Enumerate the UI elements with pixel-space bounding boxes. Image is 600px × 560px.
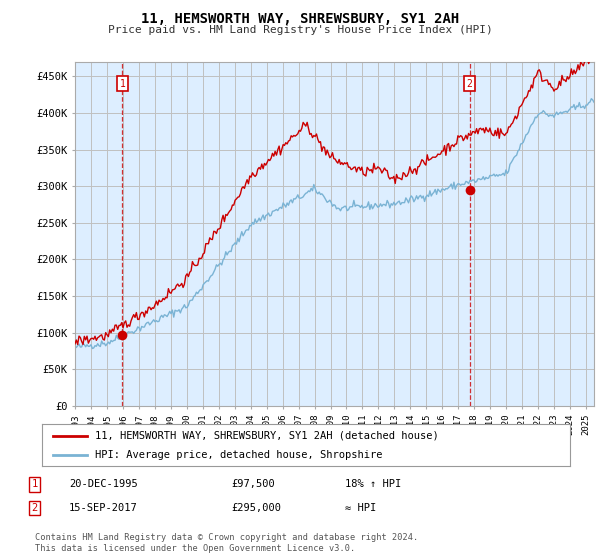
Text: 1: 1 [119,78,125,88]
Text: 2: 2 [467,78,473,88]
Text: £97,500: £97,500 [231,479,275,489]
Text: 1: 1 [32,479,38,489]
Text: 11, HEMSWORTH WAY, SHREWSBURY, SY1 2AH: 11, HEMSWORTH WAY, SHREWSBURY, SY1 2AH [141,12,459,26]
Text: 15-SEP-2017: 15-SEP-2017 [69,503,138,513]
Text: 11, HEMSWORTH WAY, SHREWSBURY, SY1 2AH (detached house): 11, HEMSWORTH WAY, SHREWSBURY, SY1 2AH (… [95,431,439,441]
Text: 2: 2 [32,503,38,513]
Text: 18% ↑ HPI: 18% ↑ HPI [345,479,401,489]
Text: 20-DEC-1995: 20-DEC-1995 [69,479,138,489]
Text: £295,000: £295,000 [231,503,281,513]
Text: Contains HM Land Registry data © Crown copyright and database right 2024.
This d: Contains HM Land Registry data © Crown c… [35,533,418,553]
Text: ≈ HPI: ≈ HPI [345,503,376,513]
Text: HPI: Average price, detached house, Shropshire: HPI: Average price, detached house, Shro… [95,450,382,460]
Text: Price paid vs. HM Land Registry's House Price Index (HPI): Price paid vs. HM Land Registry's House … [107,25,493,35]
